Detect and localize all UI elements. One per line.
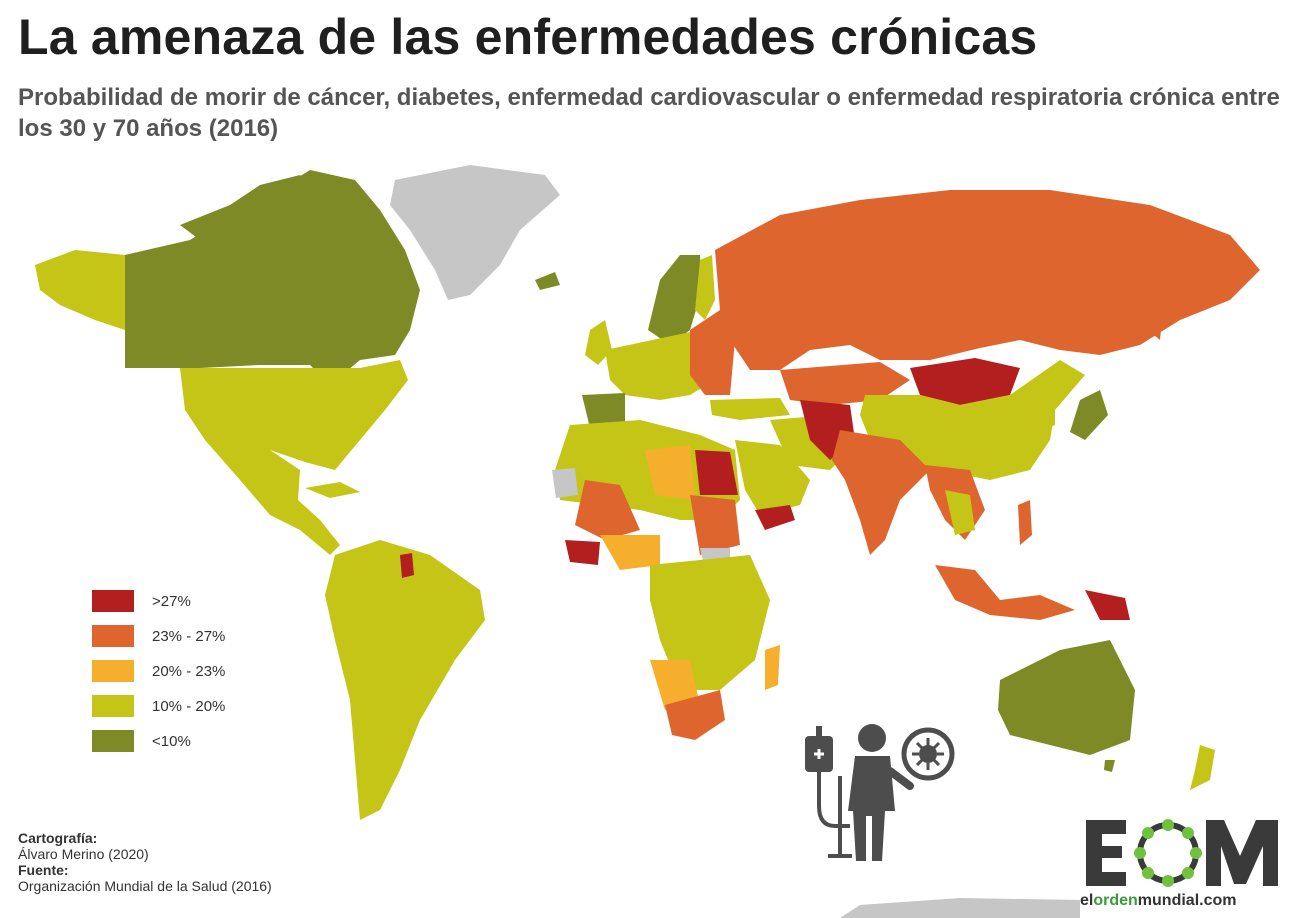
region-spain <box>582 393 625 428</box>
region-caribbean <box>305 482 360 498</box>
legend-label: 10% - 20% <box>152 698 226 715</box>
region-greenland <box>390 165 560 300</box>
logo-url-part: .com <box>1199 892 1237 909</box>
cartography-value: Álvaro Merino (2020) <box>18 846 149 862</box>
region-egypt <box>695 450 738 495</box>
map-title: La amenaza de las enfermedades crónicas <box>18 9 1038 65</box>
eom-logo <box>1086 819 1278 887</box>
region-saudi-arabia <box>735 440 810 515</box>
region-usa <box>180 360 408 470</box>
region-alaska <box>35 250 125 330</box>
region-russia <box>715 190 1260 370</box>
source-value: Organización Mundial de la Salud (2016) <box>18 878 272 894</box>
region-antarctica <box>840 898 1080 918</box>
region-western-sahara <box>552 468 578 498</box>
region-canada <box>125 170 420 385</box>
region-south-africa <box>665 690 725 740</box>
legend-label: 20% - 23% <box>152 663 226 680</box>
region-libya <box>645 445 695 500</box>
region-sudan <box>690 495 740 555</box>
region-new-zealand <box>1190 745 1215 790</box>
region-arctic-islands <box>180 175 315 240</box>
source-heading: Fuente: <box>18 862 69 878</box>
logo-url-part: orden <box>1093 892 1138 909</box>
logo-url-part: mundial <box>1137 892 1200 909</box>
region-madagascar <box>765 645 780 690</box>
map-subtitle: Probabilidad de morir de cáncer, diabete… <box>18 84 1280 142</box>
legend-swatch <box>92 625 134 647</box>
region-india <box>832 430 930 555</box>
region-uk <box>585 320 612 365</box>
region-ivory-coast <box>565 540 600 565</box>
region-guyana <box>400 553 414 578</box>
region-africa-central <box>650 555 770 690</box>
region-europe-east <box>690 310 735 395</box>
legend-swatch <box>92 660 134 682</box>
legend-label: <10% <box>152 733 191 750</box>
region-philippines <box>1018 500 1032 545</box>
hospital-patient-icon <box>805 724 955 861</box>
region-europe-west <box>605 330 715 400</box>
region-png <box>1085 590 1130 620</box>
region-finland <box>695 255 715 320</box>
world-map <box>35 165 1260 918</box>
region-korea <box>1040 398 1055 430</box>
region-china <box>860 360 1085 480</box>
legend-swatch <box>92 590 134 612</box>
credits: Cartografía: Álvaro Merino (2020) Fuente… <box>18 830 272 894</box>
region-turkey <box>710 398 790 420</box>
region-sahel <box>575 480 640 540</box>
logo-url: elordenmundial.com <box>1080 892 1236 910</box>
legend-swatch <box>92 695 134 717</box>
legend-swatch <box>92 730 134 752</box>
region-angola-namibia <box>650 660 700 710</box>
region-mexico-central-america <box>205 440 340 555</box>
legend-label: >27% <box>152 593 191 610</box>
region-australia <box>998 640 1135 755</box>
legend-label: 23% - 27% <box>152 628 226 645</box>
region-yemen <box>755 505 795 530</box>
region-kamchatka <box>1148 290 1165 340</box>
logo-url-part: el <box>1080 892 1094 909</box>
region-indonesia <box>935 565 1075 620</box>
region-west-africa <box>600 535 660 570</box>
region-vietnam-thailand <box>945 490 975 535</box>
region-mongolia <box>910 358 1020 405</box>
region-iceland <box>535 272 560 290</box>
cartography-heading: Cartografía: <box>18 830 98 846</box>
region-tasmania <box>1104 760 1115 772</box>
region-central-asia <box>780 362 910 405</box>
virus-icon <box>901 727 955 781</box>
region-south-america <box>325 540 485 820</box>
region-scandinavia <box>648 255 702 345</box>
region-japan <box>1070 390 1108 440</box>
